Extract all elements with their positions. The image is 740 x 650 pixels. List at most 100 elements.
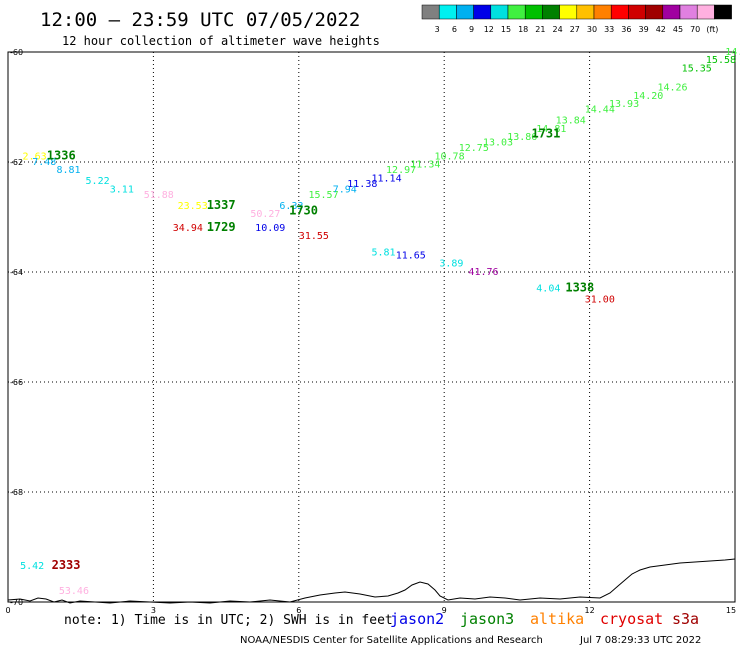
x-tick-label: 6 (296, 606, 301, 615)
generated-timestamp: Jul 7 08:29:33 UTC 2022 (579, 635, 701, 646)
legend-swatch (542, 4, 560, 20)
color-legend: 3 6 9 12 15 18 21 24 27 30 33 36 39 42 45 70 (ft) (421, 4, 732, 34)
legend-swatch (662, 4, 681, 20)
legend-swatch (438, 4, 457, 20)
legend-label: 21 (535, 25, 545, 34)
legend-label: 36 (621, 25, 631, 34)
legend-swatch (576, 4, 595, 20)
legend-label: (ft) (706, 25, 718, 34)
legend-swatch (645, 4, 664, 20)
legend-swatch (421, 4, 440, 20)
wave-height-label: 15.35 (682, 63, 712, 74)
coastline (7, 558, 736, 604)
wave-height-label: 3.89 (439, 259, 463, 270)
legend-label: 6 (452, 25, 457, 34)
legend-label: 18 (518, 25, 528, 34)
wave-height-label: 12.97 (386, 165, 416, 176)
legend-label: 24 (553, 25, 563, 34)
y-tick-label: -70 (10, 598, 23, 607)
wave-height-label: 7.48 (32, 157, 56, 168)
cycle-number-label: 2333 (52, 558, 81, 572)
x-tick-label: 0 (5, 606, 10, 615)
mission-cryosat: cryosat (600, 610, 663, 628)
legend-label: 15 (501, 25, 511, 34)
cycle-number-label: 1338 (565, 280, 594, 294)
wave-height-label: 5.22 (86, 176, 110, 187)
cycle-number-label: 1730 (289, 203, 318, 217)
wave-height-label: 13.86 (507, 132, 537, 143)
legend-swatch (473, 4, 492, 20)
wave-height-label: 11.65 (396, 250, 426, 261)
legend-swatch (456, 4, 474, 20)
wave-height-label: 5.42 (20, 561, 44, 572)
wave-height-label: 3.11 (110, 184, 134, 195)
wave-height-label: 53.46 (59, 586, 89, 597)
wave-height-label: 8.81 (56, 165, 80, 176)
y-tick-label: -64 (10, 268, 23, 277)
wave-height-label: 13.03 (483, 138, 513, 149)
legend-label: 3 (435, 25, 440, 34)
legend-swatch (490, 4, 509, 20)
wave-height-label: 14.65 (725, 47, 740, 58)
wave-height-label: 34.94 (173, 223, 203, 234)
wave-height-label: 31.00 (585, 294, 615, 305)
wave-height-label: 12.75 (459, 143, 489, 154)
wave-height-label: 31.55 (299, 231, 329, 242)
wave-height-label: 13.93 (609, 99, 639, 110)
credit-text: NOAA/NESDIS Center for Satellite Applica… (240, 635, 543, 646)
cycle-number-label: 1729 (207, 220, 236, 234)
wave-height-label: 11.34 (410, 160, 440, 171)
wave-height-label: 4.04 (536, 283, 560, 294)
legend-label: 30 (587, 25, 597, 34)
mission-s3a: s3a (672, 610, 699, 628)
legend-label: 12 (484, 25, 494, 34)
legend-label: 70 (690, 25, 700, 34)
x-tick-label: 3 (151, 606, 156, 615)
legend-label: 27 (570, 25, 580, 34)
legend-swatch (679, 4, 698, 20)
map-frame (7, 51, 736, 603)
legend-swatch (593, 4, 612, 20)
cycle-number-label: 1337 (207, 198, 236, 212)
page-title: 12:00 – 23:59 UTC 07/05/2022 (40, 9, 360, 31)
wave-height-label: 23.53 (178, 201, 208, 212)
mission-jason2: jason2 (390, 610, 444, 628)
wave-height-label: 50.27 (250, 209, 280, 220)
legend-swatch (714, 4, 732, 20)
legend-swatch (628, 4, 646, 20)
x-tick-label: 15 (726, 606, 736, 615)
wave-height-label: 15.57 (308, 190, 338, 201)
legend-swatch (524, 4, 543, 20)
wave-height-label: 14.44 (585, 105, 615, 116)
wave-height-label: 11.38 (347, 179, 377, 190)
wave-height-label: 2.63 (23, 151, 47, 162)
wave-height-label: 10.09 (255, 223, 285, 234)
map-grid (8, 52, 735, 602)
legend-label: 45 (673, 25, 683, 34)
legend-label: 9 (469, 25, 474, 34)
legend-label: 42 (656, 25, 666, 34)
legend-swatch (696, 4, 715, 20)
cycle-labels: 1336 1337 1729 1730 1731 1338 2333 (47, 126, 594, 572)
y-tick-label: -60 (10, 48, 23, 57)
wave-height-labels: 2.637.488.815.223.11 51.8823.5350.276.331… (20, 47, 740, 597)
mission-jason3: jason3 (460, 610, 514, 628)
x-tick-label: 12 (585, 606, 595, 615)
legend-label: 33 (604, 25, 614, 34)
footnote: note: 1) Time is in UTC; 2) SWH is in fe… (64, 613, 393, 628)
x-axis-ticks: 0 3 6 9 12 15 (5, 606, 736, 615)
cycle-number-label: 1336 (47, 148, 76, 162)
y-tick-label: -62 (10, 158, 23, 167)
y-tick-label: -66 (10, 378, 23, 387)
x-tick-label: 9 (442, 606, 447, 615)
legend-swatch (507, 4, 526, 20)
wave-height-label: 51.88 (144, 190, 174, 201)
wave-height-label: 13.84 (556, 116, 586, 127)
wave-height-label: 14.20 (633, 91, 663, 102)
wave-height-label: 5.81 (372, 248, 396, 259)
legend-label: 39 (639, 25, 649, 34)
page-subtitle: 12 hour collection of altimeter wave hei… (62, 34, 380, 48)
cycle-number-label: 1731 (531, 126, 560, 140)
legend-swatch (610, 4, 629, 20)
